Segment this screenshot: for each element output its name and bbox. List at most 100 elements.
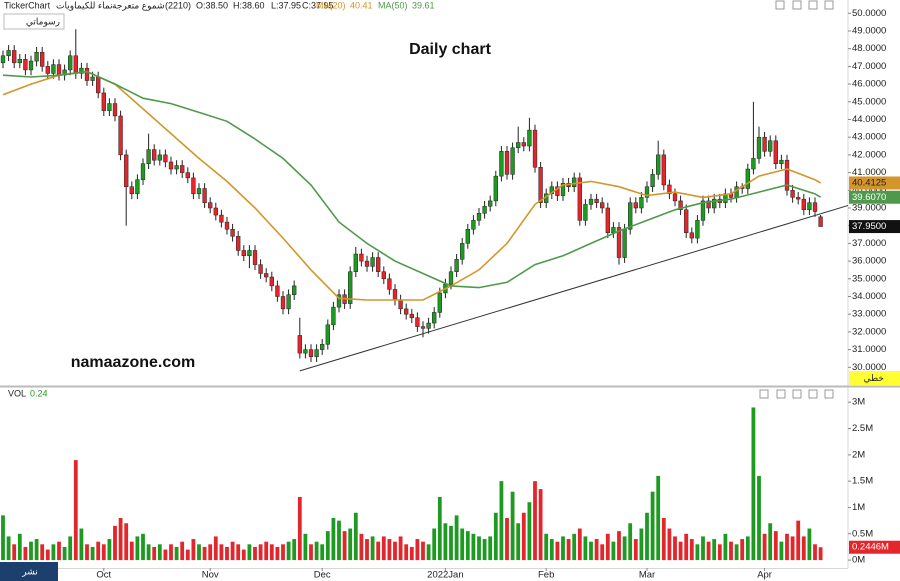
volume-bar (96, 541, 101, 561)
volume-bar (510, 491, 515, 561)
volume-bar (790, 536, 795, 561)
volume-bar (533, 481, 537, 561)
candle-body (583, 204, 588, 221)
candle-body (202, 188, 207, 203)
volume-bar (421, 541, 425, 561)
control-icon[interactable] (808, 389, 818, 399)
candle-body (639, 197, 644, 209)
volume-bar (225, 546, 229, 561)
volume-bar (12, 544, 17, 561)
volume-bar (605, 533, 610, 561)
control-icon[interactable] (792, 389, 802, 399)
candle-body (17, 59, 22, 64)
volume-bar (107, 539, 112, 561)
candle-body (510, 147, 515, 175)
volume-bar (387, 539, 392, 561)
candle-body (56, 64, 62, 76)
candle-body (28, 60, 34, 71)
candle-body (628, 202, 633, 230)
volume-bar (745, 536, 750, 561)
control-icon[interactable] (824, 0, 834, 10)
volume-bar (29, 541, 33, 561)
candle-body (672, 193, 678, 202)
low-value: L:37.95 (271, 0, 301, 10)
candle-body (370, 257, 375, 267)
volume-bar (208, 544, 213, 561)
candle-body (460, 243, 465, 260)
volume-bar (409, 546, 414, 561)
volume-bar (353, 512, 358, 561)
volume-bar (292, 539, 297, 561)
volume-bar (325, 531, 330, 561)
volume-bar (622, 536, 627, 561)
candle-body (471, 220, 476, 230)
drawings-button[interactable]: رسوماتي (3, 13, 65, 30)
volume-bar (146, 544, 151, 561)
control-icon[interactable] (808, 0, 818, 10)
y-tick-label: 50.0000 (852, 8, 886, 19)
control-icon[interactable] (824, 389, 834, 399)
button-label: رسوماتي (26, 16, 60, 26)
control-icon[interactable] (792, 0, 802, 10)
candle-body (689, 232, 694, 239)
volume-bar (589, 541, 593, 561)
volume-bar (152, 546, 157, 561)
volume-bar (230, 541, 235, 561)
volume-bar (337, 520, 341, 561)
volume-bar (135, 536, 140, 561)
volume-bar (437, 496, 442, 561)
last-price-box (849, 220, 900, 234)
candle-body (415, 317, 420, 327)
volume-bar (544, 533, 549, 561)
volume-bar (275, 546, 280, 561)
volume-bar (286, 541, 291, 561)
axes: 30.0000 31.0000 32.0000 33.0000 34.0000 35.00… (96, 8, 900, 581)
volume-bar (258, 544, 263, 561)
volume-bar (443, 523, 448, 561)
volume-bar (493, 512, 498, 561)
candle-body (600, 202, 605, 209)
candle-body (297, 335, 302, 354)
volume-tick-label: 0M (852, 555, 865, 566)
volume-bar (449, 525, 453, 561)
volume-bar (639, 528, 644, 561)
volume-bar (17, 533, 22, 561)
volume-bar (796, 520, 801, 561)
candle-body (527, 129, 532, 147)
volume-bar (309, 544, 313, 561)
volume-bar (572, 533, 577, 561)
volume-bar (645, 512, 649, 561)
candle-body (6, 50, 11, 57)
volume-bar (695, 544, 700, 561)
candle-body (499, 151, 504, 177)
ma-legend-value: 39.61 (412, 0, 435, 10)
x-tick-label: Mar (639, 570, 655, 581)
volume-bar (269, 544, 274, 561)
control-icon[interactable] (775, 0, 785, 10)
candle-body (314, 349, 319, 357)
share-button[interactable]: نشر (0, 562, 58, 581)
ma-axis-box (849, 190, 900, 204)
volume-bar (113, 525, 117, 561)
volume-bar (253, 546, 257, 561)
volume-tick-label: 3M (852, 397, 865, 408)
price-plot (0, 29, 848, 372)
volume-bar (365, 539, 369, 561)
candle-body (588, 198, 594, 205)
volume-bar (174, 546, 179, 561)
candle-body (448, 271, 454, 285)
volume-bar (281, 544, 285, 561)
candle-body (213, 207, 218, 216)
control-icon[interactable] (759, 389, 769, 399)
volume-bar (477, 536, 481, 561)
volume-bar (314, 541, 319, 561)
line-mode-button[interactable]: خطي (849, 371, 900, 385)
control-icon[interactable] (776, 389, 786, 399)
volume-bar (633, 539, 638, 561)
volume-bar (701, 536, 705, 561)
candle-body (157, 154, 162, 161)
candle-body (656, 154, 661, 175)
volume-bar (454, 515, 459, 561)
watermark: namaazone.com (71, 354, 195, 371)
